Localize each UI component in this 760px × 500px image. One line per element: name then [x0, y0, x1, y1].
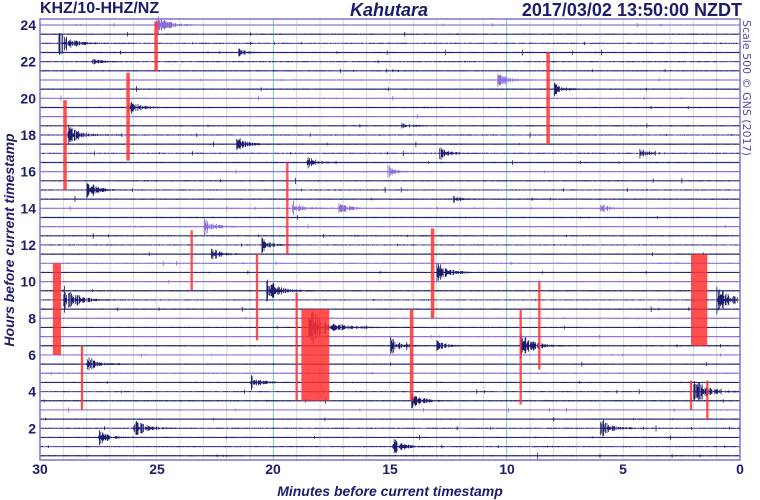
clipped-marker — [430, 228, 435, 319]
clipped-marker — [286, 162, 289, 255]
y-tick: 18 — [20, 127, 36, 143]
y-tick-labels: 24 22 20 18 16 14 12 10 8 6 4 2 — [20, 17, 36, 436]
y-tick: 2 — [28, 420, 36, 436]
site-name: Kahutara — [350, 0, 429, 20]
y-tick: 20 — [20, 90, 36, 106]
trace-5.5 — [40, 357, 740, 371]
clipped-marker — [409, 309, 414, 401]
y-axis-label: Hours before current timestamp — [1, 133, 17, 347]
clipped-marker — [52, 263, 61, 355]
clipped-marker — [706, 380, 709, 421]
x-tick: 20 — [265, 461, 281, 477]
y-tick: 4 — [28, 384, 36, 400]
clipped-marker — [295, 292, 298, 401]
y-tick: 8 — [28, 310, 36, 326]
x-axis-label: Minutes before current timestamp — [277, 483, 503, 499]
y-tick: 16 — [20, 164, 36, 180]
clipped-marker — [691, 254, 708, 346]
clipped-marker — [126, 72, 130, 161]
x-tick: 10 — [499, 461, 515, 477]
clipped-marker — [546, 52, 550, 145]
x-tick-labels: 30 25 20 15 10 5 0 — [32, 461, 744, 477]
plot-frame — [39, 18, 741, 461]
y-tick: 22 — [20, 54, 36, 70]
x-tick: 0 — [736, 461, 744, 477]
trace-13 — [40, 218, 740, 236]
clipped-marker — [301, 309, 330, 401]
x-tick: 25 — [149, 461, 165, 477]
timestamp: 2017/03/02 13:50:00 NZDT — [521, 0, 742, 20]
trace-21 — [40, 73, 740, 88]
y-tick: 6 — [28, 347, 36, 363]
y-tick: 14 — [20, 200, 36, 216]
x-tick: 15 — [382, 461, 398, 477]
y-tick: 10 — [20, 274, 36, 290]
clipped-marker — [190, 230, 193, 291]
clipped-marker — [80, 345, 84, 410]
scale-credit: Scale 500 © GNS (2017) — [740, 20, 753, 156]
clipped-marker — [255, 254, 259, 341]
trace-8 — [40, 316, 740, 321]
x-tick: 5 — [619, 461, 627, 477]
y-tick: 12 — [20, 237, 36, 253]
y-tick: 24 — [20, 17, 36, 33]
clipped-marker — [689, 380, 693, 410]
clipped-marker — [538, 281, 541, 370]
clipped-marker — [519, 309, 522, 405]
clip-markers — [52, 21, 709, 421]
clipped-marker — [63, 100, 67, 190]
clipped-marker — [154, 21, 158, 71]
station-code: KHZ/10-HHZ/NZ — [40, 0, 160, 17]
x-tick: 30 — [32, 461, 48, 477]
grid — [39, 19, 741, 460]
